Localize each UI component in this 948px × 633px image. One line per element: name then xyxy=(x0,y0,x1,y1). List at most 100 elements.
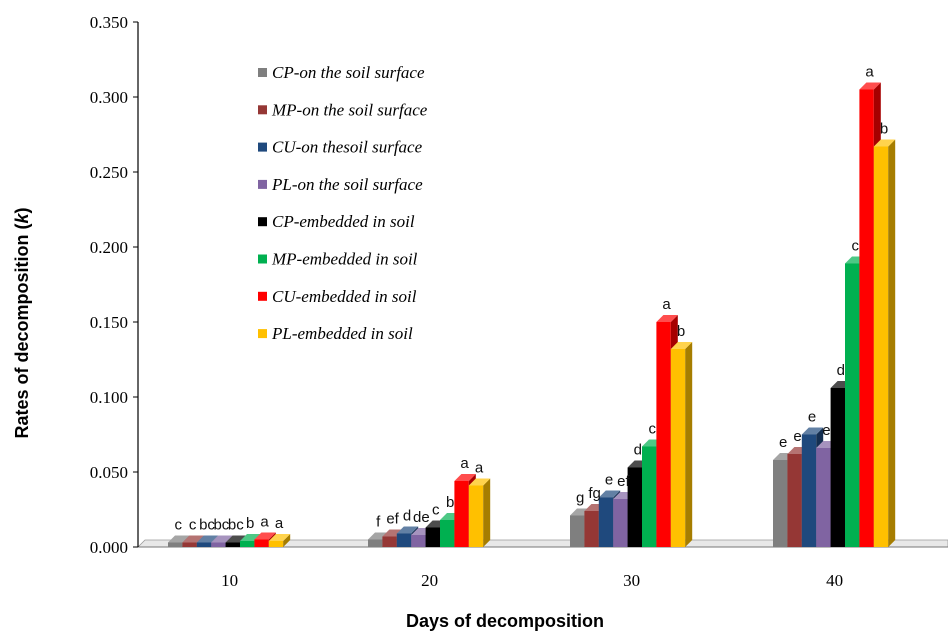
significance-letter: e xyxy=(808,409,816,426)
y-tick-label: 0.150 xyxy=(90,313,128,332)
bar-front xyxy=(845,263,860,547)
x-tick-label: 20 xyxy=(421,571,438,590)
legend-label: CU-embedded in soil xyxy=(272,287,417,306)
bar-top xyxy=(656,315,678,322)
legend-label: MP-on the soil surface xyxy=(271,100,428,119)
bar-top xyxy=(196,535,219,543)
bar-top xyxy=(211,535,233,543)
legend-swatch xyxy=(258,254,267,264)
bar xyxy=(670,342,693,547)
bars xyxy=(168,82,896,547)
bar-front xyxy=(211,542,226,547)
significance-letter: ef xyxy=(386,511,399,528)
x-axis-title: Days of decomposition xyxy=(406,611,604,631)
bar-front xyxy=(440,520,455,547)
significance-letter: a xyxy=(662,296,671,313)
bar-front xyxy=(182,542,197,547)
bar-front xyxy=(830,388,845,547)
bar-top xyxy=(454,474,476,481)
bar-front xyxy=(584,511,599,547)
legend-item: CU-on thesoil surface xyxy=(258,138,423,157)
significance-letter: e xyxy=(605,472,613,489)
legend-item: MP-embedded in soil xyxy=(258,250,418,269)
bar-side xyxy=(483,478,491,547)
significance-letter: a xyxy=(475,460,484,477)
bar-front xyxy=(598,497,614,547)
bar-front xyxy=(787,454,802,547)
bar-side xyxy=(283,534,291,547)
significance-letter: b xyxy=(446,494,454,511)
significance-letter: a xyxy=(260,514,269,531)
significance-letter: d xyxy=(403,508,411,525)
bar xyxy=(468,478,491,547)
legend-swatch xyxy=(258,329,267,339)
legend-item: MP-on the soil surface xyxy=(258,100,428,119)
y-tick-label: 0.000 xyxy=(90,538,128,557)
legend-item: PL-embedded in soil xyxy=(258,324,413,343)
y-tick-label: 0.350 xyxy=(90,13,128,32)
bar-front xyxy=(168,542,183,547)
bar-front xyxy=(468,485,484,547)
bar-front xyxy=(801,434,817,547)
y-tick-label: 0.050 xyxy=(90,463,128,482)
significance-letter: b xyxy=(246,515,254,532)
bar-top xyxy=(254,532,276,540)
bar-top xyxy=(801,427,824,435)
legend: CP-on the soil surface MP-on the soil sur… xyxy=(258,63,428,343)
y-axis-title-text: Rates of decomposition ( xyxy=(12,223,32,438)
significance-letter: a xyxy=(275,515,284,532)
y-axis-title: Rates of decomposition (k) xyxy=(12,207,32,438)
significance-letter: b xyxy=(677,323,685,340)
legend-label: CP-on the soil surface xyxy=(272,63,425,82)
x-tick-label: 10 xyxy=(221,571,238,590)
bar-side xyxy=(888,139,896,547)
bar-front xyxy=(240,541,255,547)
y-axis-title-close: ) xyxy=(12,207,32,213)
x-tick-labels: 10 20 30 40 xyxy=(221,571,843,590)
bar-front xyxy=(411,535,426,547)
y-tick-label: 0.250 xyxy=(90,163,128,182)
legend-swatch xyxy=(258,217,267,227)
legend-item: CP-embedded in soil xyxy=(258,212,415,231)
bar-top xyxy=(468,478,491,486)
bar-top xyxy=(396,526,419,534)
bar-front xyxy=(382,536,397,547)
y-tick-label: 0.100 xyxy=(90,388,128,407)
significance-letter: a xyxy=(460,455,469,472)
legend-swatch xyxy=(258,68,267,77)
legend-label: PL-embedded in soil xyxy=(271,324,413,343)
x-tick-label: 40 xyxy=(826,571,843,590)
bar-front xyxy=(627,467,642,547)
bar-front xyxy=(642,446,657,547)
y-tick-label: 0.300 xyxy=(90,88,128,107)
significance-letter: c xyxy=(851,238,859,255)
bar-front xyxy=(656,322,671,547)
bar-top xyxy=(873,139,896,147)
significance-letter: f xyxy=(376,514,381,531)
bar xyxy=(873,139,896,547)
bar-front xyxy=(368,539,383,547)
bar-side xyxy=(685,342,693,547)
legend-item: CP-on the soil surface xyxy=(258,63,425,82)
bar-front xyxy=(613,499,628,547)
bar-front xyxy=(773,460,788,547)
y-tick-label: 0.200 xyxy=(90,238,128,257)
bar-top xyxy=(670,342,693,349)
legend-label: PL-on the soil surface xyxy=(271,175,423,194)
significance-letter: e xyxy=(779,434,787,451)
legend-label: CP-embedded in soil xyxy=(272,212,415,231)
y-axis-title-var: k xyxy=(12,213,32,224)
legend-swatch xyxy=(258,291,267,301)
legend-swatch xyxy=(258,105,267,115)
significance-letter: ef xyxy=(617,473,630,490)
significance-letter: bc xyxy=(228,517,244,534)
significance-letter: c xyxy=(174,517,182,534)
bar-front xyxy=(454,481,469,547)
significance-letter: c xyxy=(189,517,197,534)
significance-letter: e xyxy=(822,422,830,439)
legend-label: MP-embedded in soil xyxy=(271,250,418,269)
significance-letter: bc xyxy=(213,517,229,534)
significance-letter: c xyxy=(432,502,440,519)
